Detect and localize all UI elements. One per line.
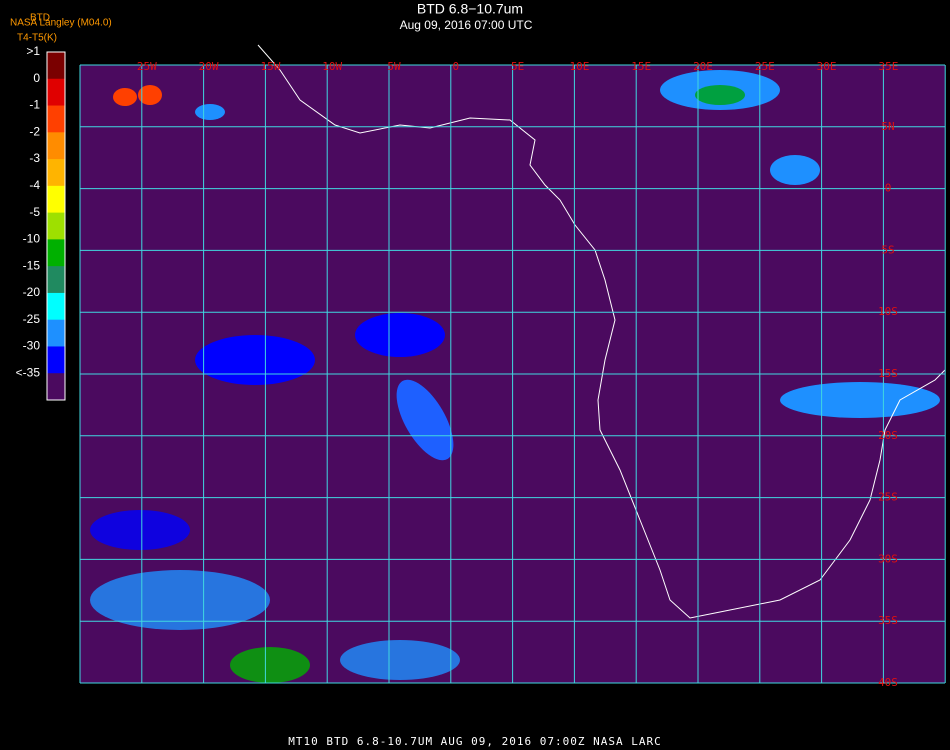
legend-label: -2 (29, 124, 40, 138)
lat-label: 5S (881, 243, 894, 256)
legend-label: 0 (33, 71, 40, 85)
legend-label: -15 (23, 258, 41, 272)
legend-swatch (47, 52, 65, 80)
legend-label: -3 (29, 151, 40, 165)
legend-swatch (47, 346, 65, 374)
lon-label: 0 (452, 60, 459, 73)
legend-swatch (47, 373, 65, 401)
lat-label: 30S (878, 552, 898, 565)
lat-label: 5N (881, 120, 894, 133)
lon-label: 5E (511, 60, 524, 73)
lat-label: 35S (878, 614, 898, 627)
lon-label: 20W (199, 60, 219, 73)
lon-label: 15E (631, 60, 651, 73)
legend-label: <-35 (16, 365, 41, 379)
legend-swatch (47, 266, 65, 294)
legend-label: -30 (23, 339, 41, 353)
legend-swatch (47, 185, 65, 214)
lon-label: 35E (878, 60, 898, 73)
graticule: 25W 20W 15W 10W 5W 0 5E 10E 15E 20E 25E 30E 35E 5N 0 5S… (79, 60, 946, 689)
lon-label: 15W (260, 60, 280, 73)
source-label: NASA Langley (M04.0) (10, 18, 112, 29)
footer: MT10 BTD 6.8-10.7UM AUG 09, 2016 07:00Z … (288, 735, 662, 748)
legend-swatch (47, 105, 65, 133)
color-legend: >1 0 -1 -2 -3 -4 -5 -10 -15 -20 -25 -30 <-35 (16, 44, 66, 401)
units-label: T4-T5(K) (17, 33, 57, 44)
lon-label: 5W (387, 60, 401, 73)
legend-swatch (47, 212, 65, 240)
lon-label: 10W (322, 60, 342, 73)
lon-label: 25W (137, 60, 157, 73)
lon-label: 30E (817, 60, 837, 73)
cloud-features (90, 70, 940, 683)
lat-label: 0 (885, 182, 892, 195)
legend-label: -4 (29, 178, 40, 192)
lon-label: 10E (569, 60, 589, 73)
subtitle: Aug 09, 2016 07:00 UTC (400, 18, 533, 32)
lon-label: 20E (693, 60, 713, 73)
lat-label: 20S (878, 429, 898, 442)
legend-swatch (47, 319, 65, 347)
lat-label: 40S (878, 676, 898, 689)
legend-label: -25 (23, 312, 41, 326)
lon-label: 25E (755, 60, 775, 73)
legend-swatch (47, 292, 65, 321)
legend-swatch (47, 132, 65, 160)
lat-label: 15S (878, 367, 898, 380)
product-label: BTD (30, 13, 50, 24)
title: BTD 6.8−10.7um (417, 1, 523, 17)
lat-label: 10S (878, 305, 898, 318)
legend-label: >1 (26, 44, 40, 58)
legend-label: -5 (29, 205, 40, 219)
legend-swatch (47, 159, 65, 187)
legend-frame (46, 51, 66, 401)
legend-label: -20 (23, 285, 41, 299)
legend-label: -10 (23, 232, 41, 246)
legend-swatch (47, 239, 65, 267)
lat-label: 25S (878, 491, 898, 504)
legend-label: -1 (29, 98, 40, 112)
legend-swatch (47, 78, 65, 107)
